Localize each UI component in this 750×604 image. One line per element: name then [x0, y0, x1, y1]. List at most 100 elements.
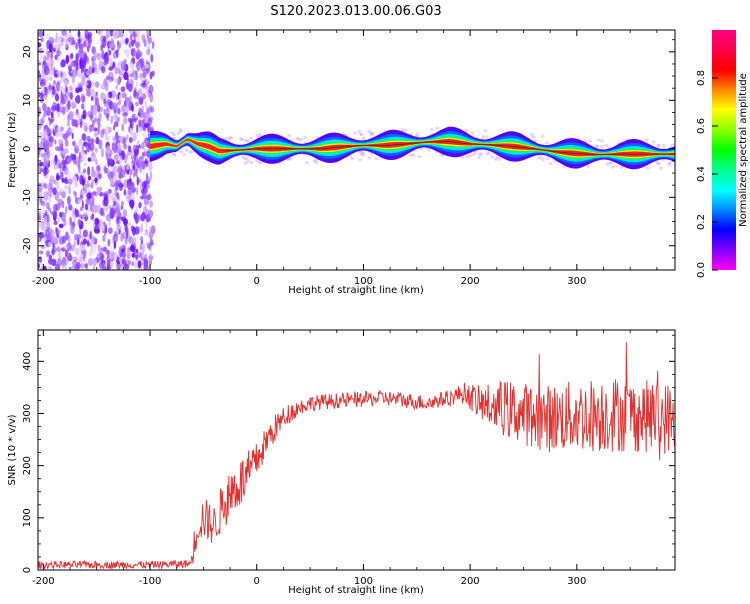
spectrogram-noise-blob — [94, 68, 99, 75]
spectrogram-noise-blob — [68, 85, 73, 91]
spectrogram-noise-blob — [100, 44, 104, 52]
spectrogram-noise-blob — [60, 90, 63, 101]
spectrogram-noise-blob — [96, 53, 102, 61]
spectrogram-noise-blob — [49, 69, 54, 76]
spectrogram-noise-blob — [91, 56, 95, 67]
spectrogram-track-halo — [288, 157, 293, 161]
spectrogram-noise-blob — [55, 49, 62, 57]
spectrogram-noise-blob — [71, 39, 76, 45]
spectrogram-noise-blob — [104, 81, 109, 92]
spectrogram-noise-blob — [105, 30, 111, 38]
spectrogram-noise-blob — [41, 222, 47, 231]
spectrogram-noise-blob — [70, 224, 75, 235]
spectrogram-noise-blob — [40, 118, 44, 127]
spectrogram-track-halo — [417, 155, 422, 159]
spectrogram-noise-blob — [131, 252, 136, 258]
spectrogram-noise-blob — [130, 63, 135, 71]
spectrogram-noise-blob — [58, 223, 64, 229]
spectrogram-noise-blob — [151, 41, 155, 49]
spectrogram-track-halo — [435, 126, 440, 130]
spectrogram-noise-blob — [105, 132, 108, 142]
spectrogram-noise-blob — [73, 175, 78, 185]
spectrogram-noise-blob — [89, 230, 92, 240]
snr-y-tick-label: 0 — [22, 567, 33, 573]
spectrogram-track-halo — [353, 131, 358, 135]
spectrogram-noise-blob — [124, 250, 131, 255]
spectrogram-noise-blob — [98, 139, 103, 150]
spectrogram-noise-blob — [57, 198, 64, 206]
spectrogram-track-halo — [656, 144, 661, 148]
spectrogram-noise-blob — [48, 196, 52, 203]
spectrogram-noise-blob — [59, 143, 64, 150]
spectrogram-noise-blob — [44, 33, 49, 40]
spectrogram-noise-blob — [107, 165, 110, 175]
spectrogram-noise-blob — [38, 42, 42, 48]
spectrogram-noise-blob — [116, 192, 120, 200]
colorbar-label: Normalized spectral amplitude — [738, 73, 749, 227]
spectrogram-noise-blob — [125, 48, 130, 59]
spectrogram-noise-blob — [138, 119, 142, 128]
spectrogram-y-tick-label: 10 — [22, 94, 33, 107]
spectrogram-noise-blob — [112, 234, 116, 244]
spectrogram-noise-blob — [84, 263, 87, 268]
spectrogram-noise-blob — [83, 162, 88, 167]
spectrogram-noise-blob — [38, 124, 42, 131]
spectrogram-track-halo — [609, 161, 614, 165]
spectrogram-noise-blob — [70, 99, 76, 108]
spectrogram-noise-blob — [42, 202, 46, 208]
spectrogram-noise-blob — [138, 202, 142, 209]
spectrogram-noise-blob — [54, 263, 61, 270]
spectrogram-noise-blob — [150, 95, 154, 102]
spectrogram-noise-blob — [121, 92, 127, 99]
spectrogram-noise-blob — [75, 157, 80, 168]
spectrogram-track-halo — [188, 150, 193, 154]
spectrogram-noise-blob — [133, 131, 136, 142]
colorbar-ticks: 0.0 0.2 0.4 0.6 0.8 — [696, 70, 718, 278]
spectrogram-noise-blob — [144, 160, 150, 165]
spectrogram-track-halo — [172, 133, 177, 137]
spectrogram-noise-blob — [113, 113, 118, 122]
spectrogram-noise-blob — [149, 200, 153, 208]
spectrogram-x-tick-label: 300 — [567, 276, 586, 287]
spectrogram-noise-blob — [99, 207, 105, 217]
spectrogram-noise-blob — [127, 260, 131, 266]
snr-x-tick-label: 100 — [354, 576, 373, 587]
spectrogram-noise-blob — [94, 177, 98, 183]
spectrogram-noise-blob — [115, 93, 119, 101]
spectrogram-noise-blob — [116, 225, 122, 232]
spectrogram-noise-blob — [47, 232, 52, 242]
spectrogram-noise-blob — [60, 71, 63, 78]
spectrogram-noise-blob — [128, 235, 134, 245]
spectrogram-noise-blob — [111, 102, 117, 111]
spectrogram-noise-blob — [149, 170, 152, 181]
spectrogram-noise-blob — [131, 159, 135, 165]
spectrogram-noise-blob — [125, 229, 129, 240]
spectrogram-noise-blob — [77, 160, 81, 169]
spectrogram-track-halo — [286, 157, 291, 161]
spectrogram-track-halo — [182, 153, 187, 157]
spectrogram-noise-blob — [38, 199, 41, 206]
spectrogram-noise-blob — [135, 168, 138, 179]
spectrogram-noise-blob — [71, 259, 77, 267]
spectrogram-noise-blob — [145, 63, 150, 70]
spectrogram-noise-blob — [81, 73, 86, 82]
spectrogram-noise-blob — [131, 49, 134, 57]
spectrogram-noise-blob — [100, 147, 105, 158]
spectrogram-noise-blob — [96, 30, 102, 35]
spectrogram-noise-blob — [57, 129, 63, 138]
snr-x-tick-label: 200 — [461, 576, 480, 587]
spectrogram-noise-blob — [90, 152, 97, 162]
spectrogram-noise-blob — [54, 139, 57, 145]
spectrogram-track-halo — [668, 161, 672, 165]
spectrogram-noise-blob — [102, 128, 106, 135]
spectrogram-noise-blob — [112, 210, 118, 218]
spectrogram-track-halo — [254, 159, 259, 163]
spectrogram-y-tick-label: -10 — [22, 189, 33, 205]
spectrogram-noise-blob — [59, 40, 62, 50]
spectrogram-noise-blob — [38, 59, 42, 67]
spectrogram-noise-blob — [74, 247, 80, 256]
spectrogram-noise-blob — [48, 207, 52, 213]
spectrogram-track-halo — [465, 155, 470, 159]
spectrogram-noise-blob — [101, 65, 106, 74]
spectrogram-noise-blob — [47, 266, 53, 270]
